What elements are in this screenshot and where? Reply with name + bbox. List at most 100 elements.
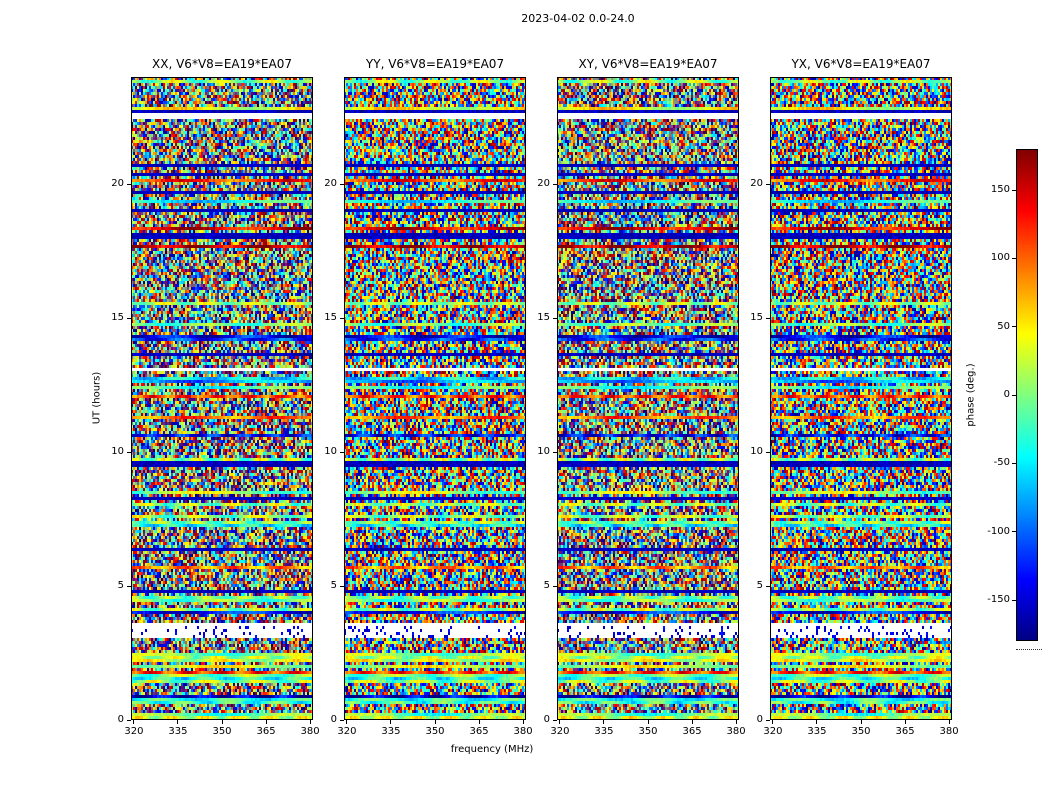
y-tick-label: 15 — [324, 312, 337, 324]
y-tick-label: 20 — [750, 178, 763, 190]
y-tick-mark — [127, 719, 131, 721]
y-tick-mark — [127, 585, 131, 587]
x-tick-mark — [691, 720, 693, 724]
colorbar-tick-mark — [1012, 599, 1016, 601]
colorbar-tick-mark — [1012, 326, 1016, 328]
panel-xy: XY, V6*V8=EA19*EA07 320 335 350 365 380 0 5 10 1… — [537, 57, 745, 737]
y-tick-mark — [340, 451, 344, 453]
colorbar-tick-mark — [1012, 462, 1016, 464]
y-tick-label: 10 — [324, 446, 337, 458]
colorbar-label: phase (deg.) — [965, 363, 977, 427]
colorbar-tick-mark — [1012, 189, 1016, 191]
colorbar-tick-mark — [1012, 394, 1016, 396]
colorbar-tick-label: -150 — [987, 594, 1010, 605]
x-tick-mark — [309, 720, 311, 724]
colorbar: 150 100 50 0 -50 -100 -150 — [987, 149, 1038, 641]
panel-xx: XX, V6*V8=EA19*EA07 320 335 350 365 380 0 5 10 1… — [111, 57, 319, 737]
y-tick-mark — [127, 183, 131, 185]
heatmap-canvas-xx — [131, 77, 313, 720]
x-tick-mark — [860, 720, 862, 724]
y-tick-label: 10 — [111, 446, 124, 458]
x-tick-mark — [735, 720, 737, 724]
x-tick-label: 320 — [550, 726, 570, 737]
heatmap-canvas-yx — [770, 77, 952, 720]
figure-title: 2023-04-02 0.0-24.0 — [521, 12, 635, 25]
heatmap-canvas-yy — [344, 77, 526, 720]
y-tick-mark — [340, 183, 344, 185]
y-tick-mark — [766, 451, 770, 453]
x-tick-label: 365 — [256, 726, 276, 737]
panel-yy: YY, V6*V8=EA19*EA07 320 335 350 365 380 0 5 10 1… — [324, 57, 532, 737]
x-tick-label: 380 — [513, 726, 533, 737]
x-tick-label: 365 — [895, 726, 915, 737]
x-tick-mark — [772, 720, 774, 724]
x-tick-label: 335 — [381, 726, 401, 737]
y-tick-label: 20 — [111, 178, 124, 190]
x-tick-label: 380 — [300, 726, 320, 737]
x-axis-label: frequency (MHz) — [450, 744, 534, 755]
x-tick-mark — [603, 720, 605, 724]
x-tick-mark — [948, 720, 950, 724]
x-tick-mark — [265, 720, 267, 724]
colorbar-gradient — [1016, 149, 1038, 641]
y-tick-label: 5 — [117, 580, 124, 592]
colorbar-tick-label: 100 — [990, 252, 1010, 264]
x-tick-label: 365 — [682, 726, 702, 737]
x-tick-mark — [133, 720, 135, 724]
y-tick-label: 15 — [750, 312, 763, 324]
y-tick-label: 0 — [543, 714, 550, 725]
colorbar-underflow-marker — [1016, 649, 1042, 650]
colorbar-tick-label: -100 — [987, 525, 1010, 537]
x-tick-mark — [346, 720, 348, 724]
x-tick-label: 320 — [763, 726, 783, 737]
y-tick-mark — [340, 317, 344, 319]
y-tick-label: 5 — [756, 580, 763, 592]
y-axis-label: UT (hours) — [91, 371, 103, 425]
x-tick-mark — [522, 720, 524, 724]
x-tick-mark — [434, 720, 436, 724]
heatmap-canvas-xy — [557, 77, 739, 720]
y-tick-label: 5 — [543, 580, 550, 592]
x-tick-label: 350 — [425, 726, 445, 737]
x-tick-label: 335 — [807, 726, 827, 737]
x-tick-label: 380 — [726, 726, 746, 737]
x-tick-mark — [816, 720, 818, 724]
x-tick-mark — [221, 720, 223, 724]
y-tick-mark — [127, 451, 131, 453]
y-tick-mark — [553, 183, 557, 185]
y-tick-label: 10 — [537, 446, 550, 458]
panel-title-yx: YX, V6*V8=EA19*EA07 — [791, 57, 931, 71]
y-tick-mark — [553, 317, 557, 319]
y-tick-label: 5 — [330, 580, 337, 592]
x-tick-label: 320 — [124, 726, 144, 737]
y-tick-label: 15 — [537, 312, 550, 324]
y-tick-mark — [766, 719, 770, 721]
x-tick-mark — [390, 720, 392, 724]
panel-title-yy: YY, V6*V8=EA19*EA07 — [365, 57, 505, 71]
x-tick-mark — [904, 720, 906, 724]
colorbar-tick-label: 150 — [990, 184, 1010, 195]
x-tick-mark — [559, 720, 561, 724]
x-tick-mark — [478, 720, 480, 724]
x-tick-label: 350 — [212, 726, 232, 737]
x-tick-label: 380 — [939, 726, 959, 737]
y-tick-mark — [553, 451, 557, 453]
colorbar-tick-label: 50 — [997, 320, 1010, 332]
colorbar-tick-mark — [1012, 531, 1016, 533]
y-tick-label: 0 — [756, 714, 763, 725]
y-tick-mark — [340, 585, 344, 587]
y-tick-mark — [766, 585, 770, 587]
y-tick-mark — [340, 719, 344, 721]
colorbar-tick-mark — [1012, 257, 1016, 259]
y-tick-mark — [766, 183, 770, 185]
x-tick-label: 320 — [337, 726, 357, 737]
y-tick-mark — [553, 719, 557, 721]
y-tick-label: 0 — [330, 714, 337, 725]
panel-title-xy: XY, V6*V8=EA19*EA07 — [578, 57, 718, 71]
x-tick-mark — [177, 720, 179, 724]
y-tick-label: 20 — [324, 178, 337, 190]
y-tick-mark — [766, 317, 770, 319]
colorbar-tick-label: -50 — [993, 457, 1010, 469]
x-tick-label: 365 — [469, 726, 489, 737]
